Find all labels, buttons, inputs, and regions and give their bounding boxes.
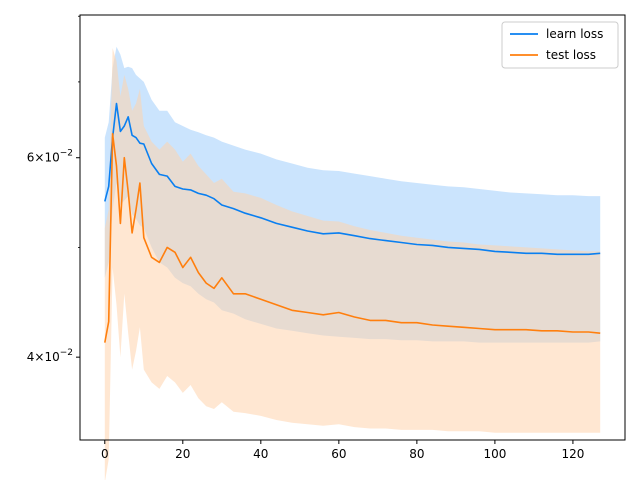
plot-frame xyxy=(79,14,626,441)
legend-label-learn-loss: learn loss xyxy=(546,27,603,41)
x-tick-label: 80 xyxy=(409,447,424,461)
series-lines xyxy=(104,102,601,343)
legend: learn loss test loss xyxy=(501,21,619,69)
y-tick-label: 4×10−2 xyxy=(27,348,73,364)
test-loss-line xyxy=(104,132,601,343)
x-tick-label: 120 xyxy=(561,447,584,461)
y-axis: 4×10−2 6×10−2 xyxy=(27,15,80,364)
y-tick-label: 6×10−2 xyxy=(27,149,73,165)
uncertainty-bands xyxy=(104,46,601,480)
learn-loss-line xyxy=(104,102,601,256)
x-tick-label: 100 xyxy=(483,447,506,461)
x-tick-label: 20 xyxy=(175,447,190,461)
legend-label-test-loss: test loss xyxy=(546,48,596,62)
x-tick-label: 40 xyxy=(253,447,268,461)
x-tick-label: 0 xyxy=(101,447,109,461)
x-tick-label: 60 xyxy=(331,447,346,461)
test-loss-band xyxy=(104,48,601,480)
x-axis: 0 20 40 60 80 100 120 xyxy=(101,440,584,461)
